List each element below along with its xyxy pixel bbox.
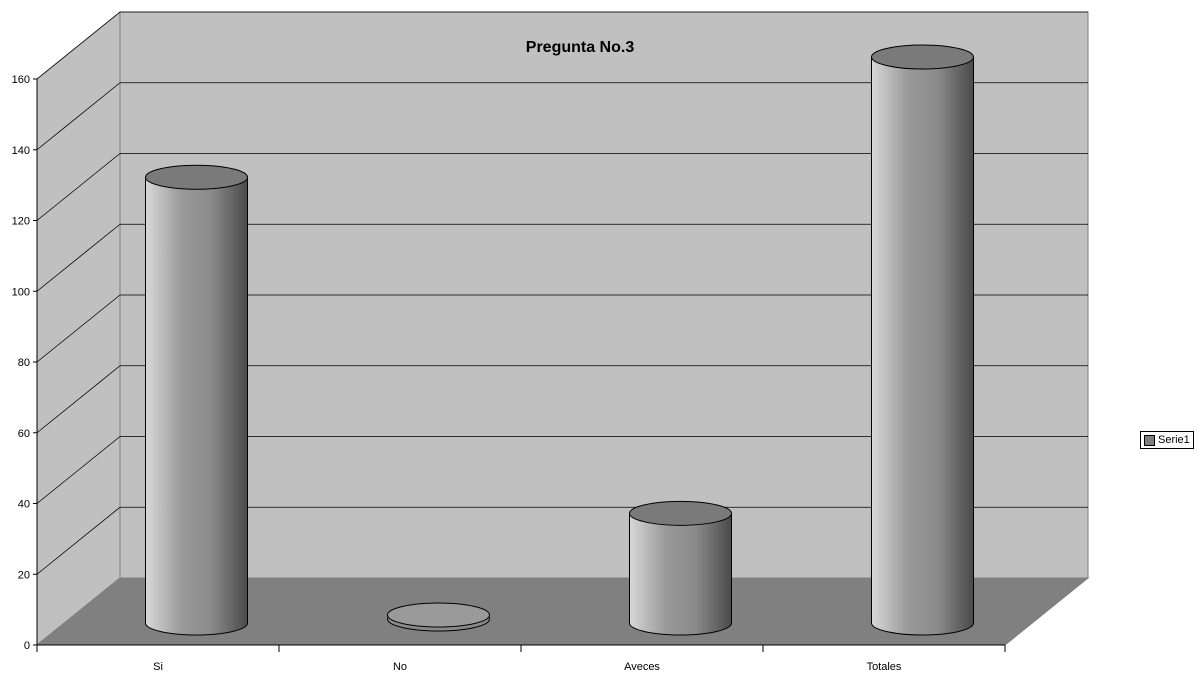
chart-title: Pregunta No.3: [526, 39, 635, 56]
y-tick-label: 60: [18, 428, 30, 440]
y-tick-label: 80: [18, 357, 30, 369]
x-tick-label: Aveces: [624, 661, 660, 673]
bar-aveces: [629, 512, 732, 636]
bar-top-aveces: [629, 500, 732, 526]
gridline-side: [36, 436, 121, 504]
y-tick-label: 0: [24, 640, 30, 652]
bar-top-si: [145, 164, 248, 190]
y-tick-label: 120: [12, 216, 30, 228]
gridline-side: [36, 294, 121, 363]
gridline-side: [36, 153, 121, 221]
y-tick-label: 100: [12, 286, 30, 298]
x-tick-label: Si: [153, 661, 163, 673]
y-tick-label: 140: [12, 145, 30, 157]
bar-si: [145, 176, 248, 636]
gridline-side: [36, 506, 121, 575]
legend-swatch: [1144, 434, 1155, 446]
y-tick-label: 160: [12, 74, 30, 86]
x-tick-label: No: [393, 661, 407, 673]
bar-totales: [871, 56, 974, 636]
bar-top-no: [387, 602, 490, 628]
bar-top-totales: [871, 44, 974, 70]
gridline-side: [36, 82, 121, 151]
y-tick-label: 40: [18, 499, 30, 511]
legend-label: Serie1: [1158, 434, 1190, 446]
gridline-side: [36, 223, 121, 292]
x-tick-label: Totales: [867, 661, 902, 673]
gridline-side: [36, 365, 121, 434]
legend: Serie1: [1140, 431, 1194, 449]
y-tick-label: 20: [18, 569, 30, 581]
gridline-side: [36, 11, 121, 80]
